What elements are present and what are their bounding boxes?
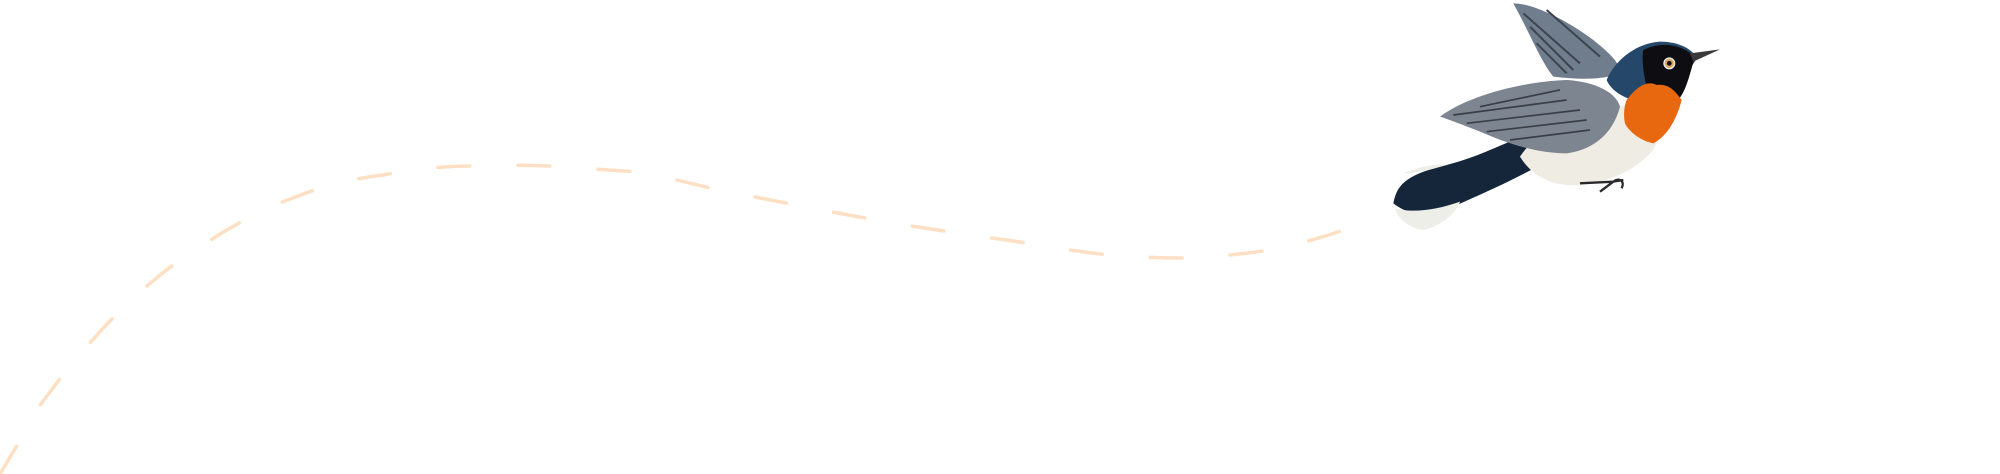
bird-tail bbox=[1393, 141, 1544, 214]
bird-throat bbox=[1624, 83, 1682, 144]
bird-upper-wing bbox=[1513, 3, 1620, 79]
bird-illustration bbox=[1393, 3, 1720, 230]
bird-beak bbox=[1689, 49, 1720, 62]
dashed-flight-path bbox=[0, 163, 1354, 474]
bird-feet bbox=[1579, 178, 1624, 193]
bird-tail-tips bbox=[1394, 164, 1460, 230]
